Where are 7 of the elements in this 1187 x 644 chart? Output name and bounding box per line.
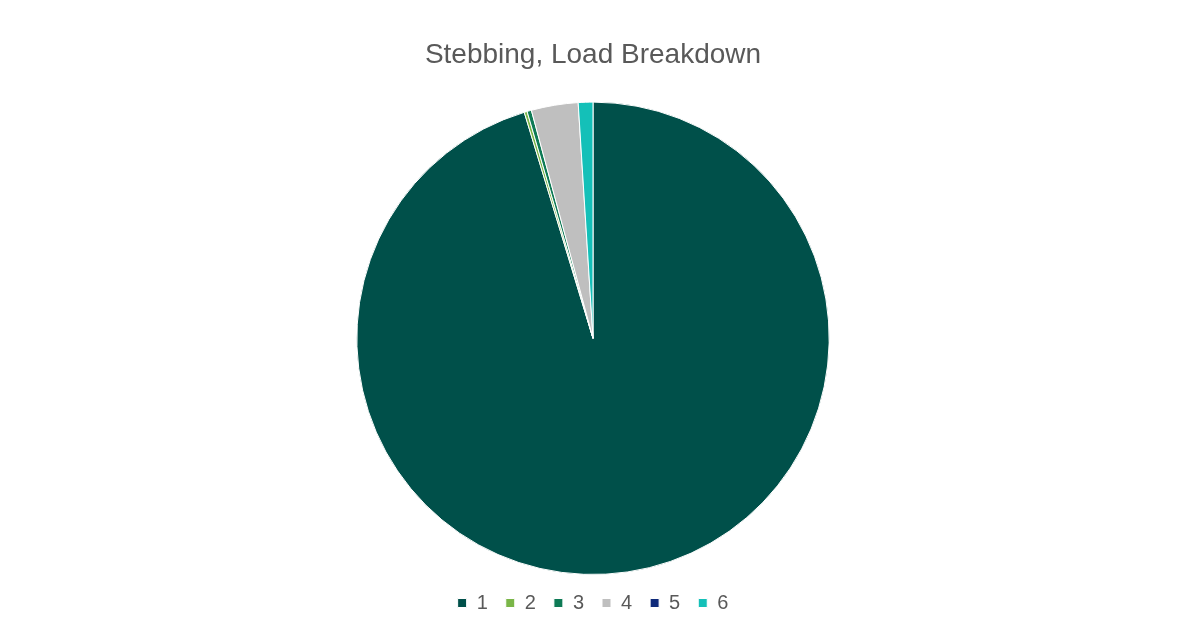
- legend-label: 1: [476, 590, 488, 613]
- legend-label: 6: [717, 590, 729, 613]
- legend-label: 4: [621, 590, 633, 613]
- chart-title: Stebbing, Load Breakdown: [424, 37, 762, 69]
- legend-label: 2: [524, 590, 536, 613]
- legend-label: 3: [572, 590, 584, 613]
- legend-label: 5: [669, 590, 681, 613]
